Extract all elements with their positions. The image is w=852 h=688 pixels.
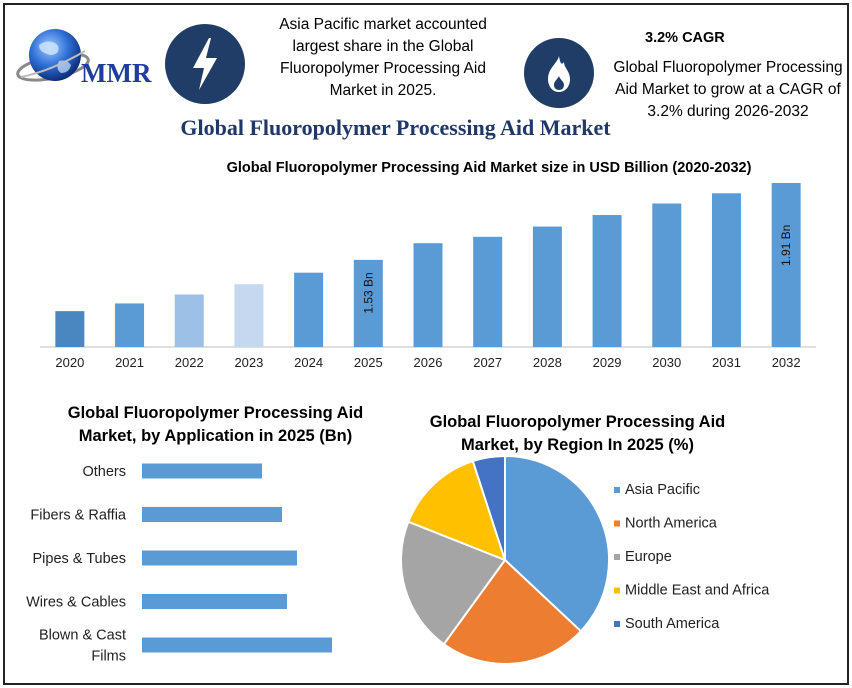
x-tick-label: 2026 — [414, 355, 443, 370]
pie-slice — [471, 454, 506, 561]
application-bar — [142, 637, 332, 653]
x-tick-label: 2028 — [533, 355, 562, 370]
application-label: Wires & Cables — [26, 595, 126, 611]
lightning-bolt-icon — [165, 24, 245, 104]
logo-text: MMR — [81, 58, 152, 88]
main-title: Global Fluoropolymer Processing Aid Mark… — [180, 115, 611, 140]
legend-swatch — [614, 520, 620, 527]
flame-icon — [524, 38, 594, 108]
bar-2026 — [413, 243, 443, 347]
legend-swatch — [614, 487, 620, 493]
application-chart-title: Global Fluoropolymer Processing Aid Mark… — [67, 404, 364, 445]
application-bar — [142, 507, 282, 522]
x-tick-label: 2031 — [712, 355, 741, 370]
bar-2031 — [711, 193, 741, 347]
x-tick-label: 2030 — [652, 355, 681, 370]
legend-label: Asia Pacific — [625, 482, 700, 498]
application-bar — [142, 463, 262, 479]
application-bar — [142, 550, 297, 566]
bar-2021 — [115, 303, 145, 347]
pie-slice — [400, 520, 507, 646]
application-label: Others — [82, 464, 126, 480]
bar-2028 — [532, 226, 562, 347]
legend-swatch — [614, 621, 620, 627]
bar-2023 — [234, 284, 264, 347]
x-tick-label: 2032 — [772, 355, 801, 370]
application-label: Blown & Cast — [39, 628, 126, 644]
legend-swatch — [614, 587, 620, 594]
application-label: Films — [91, 649, 126, 665]
application-bar-chart: Others Fibers & Raffia Pipes & Tubes Wires … — [26, 463, 332, 665]
bar-2030 — [652, 203, 682, 347]
pie-slice — [442, 558, 583, 665]
asia-pacific-info-text: Asia Pacific market accounted largest sh… — [279, 16, 487, 99]
legend-swatch — [614, 554, 620, 560]
legend-label: Middle East and Africa — [625, 583, 770, 599]
application-label: Pipes & Tubes — [33, 551, 127, 567]
bar-data-label: 1.91 Bn — [779, 225, 793, 266]
x-tick-label: 2023 — [234, 355, 263, 370]
x-tick-label: 2025 — [354, 355, 383, 370]
x-tick-label: 2029 — [593, 355, 622, 370]
bar-2025 — [353, 259, 383, 347]
bar-2024 — [294, 272, 324, 347]
bar-2027 — [473, 236, 503, 347]
x-tick-label: 2021 — [115, 355, 144, 370]
bar-2029 — [592, 215, 622, 347]
x-tick-label: 2022 — [175, 355, 204, 370]
legend-label: North America — [625, 516, 718, 532]
cagr-title: 3.2% CAGR — [645, 30, 725, 46]
bar-chart-title: Global Fluoropolymer Processing Aid Mark… — [226, 160, 752, 176]
x-tick-label: 2024 — [294, 355, 323, 370]
market-size-bar-chart: 2020 2021 2022 2023 2024 2025 2026 2027 2028 2029… — [40, 183, 816, 370]
application-bar — [142, 594, 287, 609]
bar-data-label: 1.53 Bn — [361, 272, 375, 313]
bar-2022 — [174, 294, 204, 347]
x-tick-label: 2027 — [473, 355, 502, 370]
infographic-frame: MMR Asia Pacific market accounted larges… — [3, 3, 849, 685]
region-pie-chart: Asia Pacific North America Europe Middle Ea… — [400, 454, 770, 665]
application-label: Fibers & Raffia — [30, 508, 127, 524]
x-tick-label: 2020 — [55, 355, 84, 370]
bar-2032 — [771, 183, 801, 347]
legend-label: Europe — [625, 549, 672, 565]
region-chart-title: Global Fluoropolymer Processing Aid Mark… — [429, 413, 726, 454]
pie-slice — [504, 454, 610, 633]
legend-label: South America — [625, 616, 720, 632]
mmr-logo-icon — [16, 29, 90, 82]
cagr-info-text: Global Fluoropolymer Processing Aid Mark… — [613, 59, 843, 120]
bar-2020 — [55, 311, 85, 347]
